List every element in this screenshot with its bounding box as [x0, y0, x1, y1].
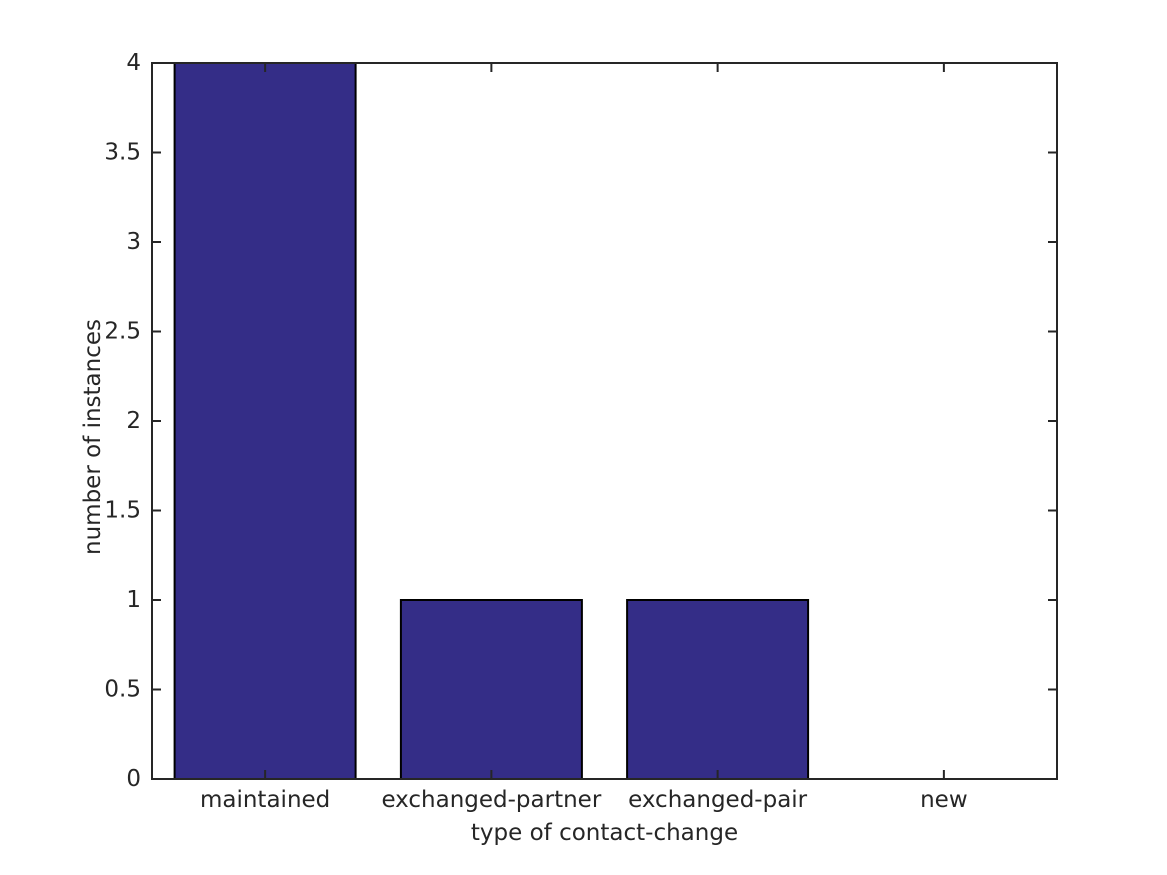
x-tick-label: new — [920, 787, 968, 813]
y-tick-label: 0 — [126, 766, 141, 792]
x-tick-label: exchanged-pair — [628, 787, 808, 813]
y-tick-label: 2.5 — [104, 319, 141, 345]
y-tick-label: 2 — [126, 408, 141, 434]
y-tick-label: 4 — [126, 50, 141, 76]
x-axis-title: type of contact-change — [470, 820, 739, 846]
y-tick-label: 0.5 — [104, 677, 141, 703]
bar-exchanged-partner — [399, 599, 583, 780]
bar-maintained — [173, 62, 357, 780]
y-tick-label: 3 — [126, 229, 141, 255]
y-tick-label: 1 — [126, 587, 141, 613]
x-tick-label: maintained — [200, 787, 330, 813]
y-tick-label: 1.5 — [104, 498, 141, 524]
bar-exchanged-pair — [626, 599, 810, 780]
y-tick-label: 3.5 — [104, 140, 141, 166]
x-tick-label: exchanged-partner — [381, 787, 601, 813]
